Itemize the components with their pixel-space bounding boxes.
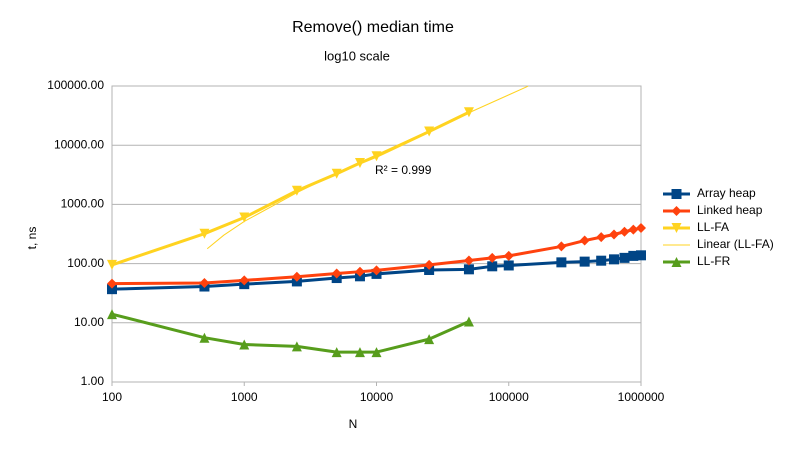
legend-label: Linked heap	[697, 203, 763, 217]
marker	[671, 206, 682, 216]
chart-title: Remove() median time	[292, 19, 454, 36]
marker	[596, 232, 607, 243]
marker	[619, 252, 630, 263]
y-axis-label: t, ns	[25, 227, 39, 250]
marker	[199, 332, 210, 343]
marker	[354, 266, 365, 277]
marker	[199, 278, 210, 289]
marker	[371, 347, 382, 358]
legend-label: Linear (LL-FA)	[697, 237, 774, 251]
marker	[487, 261, 498, 272]
marker	[579, 235, 590, 246]
marker	[619, 226, 630, 237]
marker	[556, 257, 567, 268]
marker	[463, 316, 474, 327]
x-axis-label: N	[349, 417, 358, 431]
marker	[628, 224, 639, 235]
y-tick-label: 100000.00	[47, 78, 104, 92]
marker	[291, 185, 302, 196]
marker	[424, 259, 435, 270]
marker	[579, 256, 590, 267]
x-tick-label: 1000	[231, 390, 258, 404]
marker	[107, 278, 117, 289]
marker	[556, 241, 567, 252]
x-tick-label: 1000000	[618, 390, 665, 404]
marker	[609, 229, 620, 240]
marker	[609, 254, 620, 265]
marker	[463, 264, 474, 275]
y-tick-label: 1000.00	[61, 197, 105, 211]
marker	[107, 309, 117, 320]
marker	[503, 250, 514, 261]
x-tick-label: 100000	[489, 390, 529, 404]
marker	[239, 275, 250, 286]
marker	[239, 339, 250, 350]
marker	[671, 189, 682, 199]
marker	[424, 264, 435, 275]
marker	[596, 255, 607, 266]
marker	[354, 347, 365, 358]
legend-label: Array heap	[697, 186, 756, 200]
marker	[331, 268, 342, 279]
x-tick-label: 10000	[360, 390, 394, 404]
series-line	[206, 85, 529, 250]
marker	[199, 228, 210, 239]
annotation: R² = 0.999	[375, 163, 432, 177]
marker	[107, 284, 117, 295]
marker	[291, 341, 302, 352]
marker	[671, 223, 682, 233]
chart-subtitle: log10 scale	[324, 48, 390, 63]
y-tick-label: 100.00	[67, 256, 104, 270]
marker	[503, 260, 514, 271]
marker	[291, 271, 302, 282]
y-tick-label: 10.00	[74, 315, 104, 329]
marker	[107, 259, 117, 270]
marker	[487, 252, 498, 263]
y-tick-label: 1.00	[81, 374, 105, 388]
marker	[239, 212, 250, 223]
legend-label: LL-FR	[697, 254, 731, 268]
marker	[636, 250, 646, 261]
marker	[671, 257, 682, 267]
marker	[354, 158, 365, 169]
marker	[628, 250, 639, 261]
marker	[424, 334, 435, 345]
marker	[463, 255, 474, 266]
marker	[371, 265, 382, 276]
x-tick-label: 100	[102, 390, 122, 404]
legend-label: LL-FA	[697, 220, 729, 234]
marker	[331, 347, 342, 358]
marker	[636, 222, 646, 233]
y-tick-label: 10000.00	[54, 137, 104, 151]
